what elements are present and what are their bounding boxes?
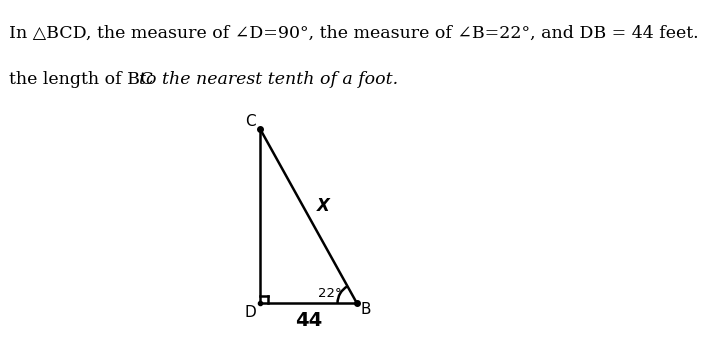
Text: In △BCD, the measure of ∠D=90°, the measure of ∠B=22°, and DB = 44 feet. Find: In △BCD, the measure of ∠D=90°, the meas… [9, 25, 702, 42]
Text: 22°: 22° [318, 287, 342, 300]
Text: D: D [244, 305, 256, 320]
Text: 44: 44 [295, 311, 322, 330]
Text: B: B [360, 302, 371, 317]
Text: X: X [317, 197, 329, 215]
Text: C: C [245, 114, 256, 129]
Text: to the nearest tenth of a foot.: to the nearest tenth of a foot. [139, 71, 398, 88]
Text: the length of BC: the length of BC [9, 71, 159, 88]
